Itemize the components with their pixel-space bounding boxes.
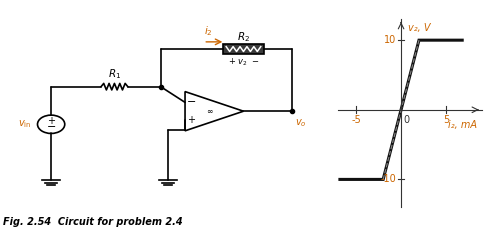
- Text: $+\ v_2\ -$: $+\ v_2\ -$: [228, 56, 259, 68]
- Text: $R_1$: $R_1$: [108, 67, 121, 81]
- Text: v₂, V: v₂, V: [408, 23, 431, 33]
- Bar: [223, 44, 264, 54]
- Text: −: −: [187, 97, 196, 107]
- Text: 0: 0: [404, 115, 410, 125]
- Text: 10: 10: [384, 35, 397, 45]
- Text: $v_{\rm in}$: $v_{\rm in}$: [18, 118, 32, 130]
- Text: −: −: [46, 122, 56, 133]
- Text: Fig. 2.54  Circuit for problem 2.4: Fig. 2.54 Circuit for problem 2.4: [3, 217, 183, 227]
- Text: $v_o$: $v_o$: [294, 117, 306, 129]
- Text: +: +: [187, 115, 196, 125]
- Text: $R_2$: $R_2$: [237, 30, 250, 44]
- Text: 5: 5: [443, 115, 449, 125]
- Text: -5: -5: [351, 115, 361, 125]
- Text: -10: -10: [381, 174, 397, 184]
- Text: $\infty$: $\infty$: [206, 107, 214, 116]
- Text: $i_2$: $i_2$: [204, 24, 212, 38]
- Text: +: +: [47, 116, 55, 126]
- Text: i₂, mA: i₂, mA: [448, 120, 477, 130]
